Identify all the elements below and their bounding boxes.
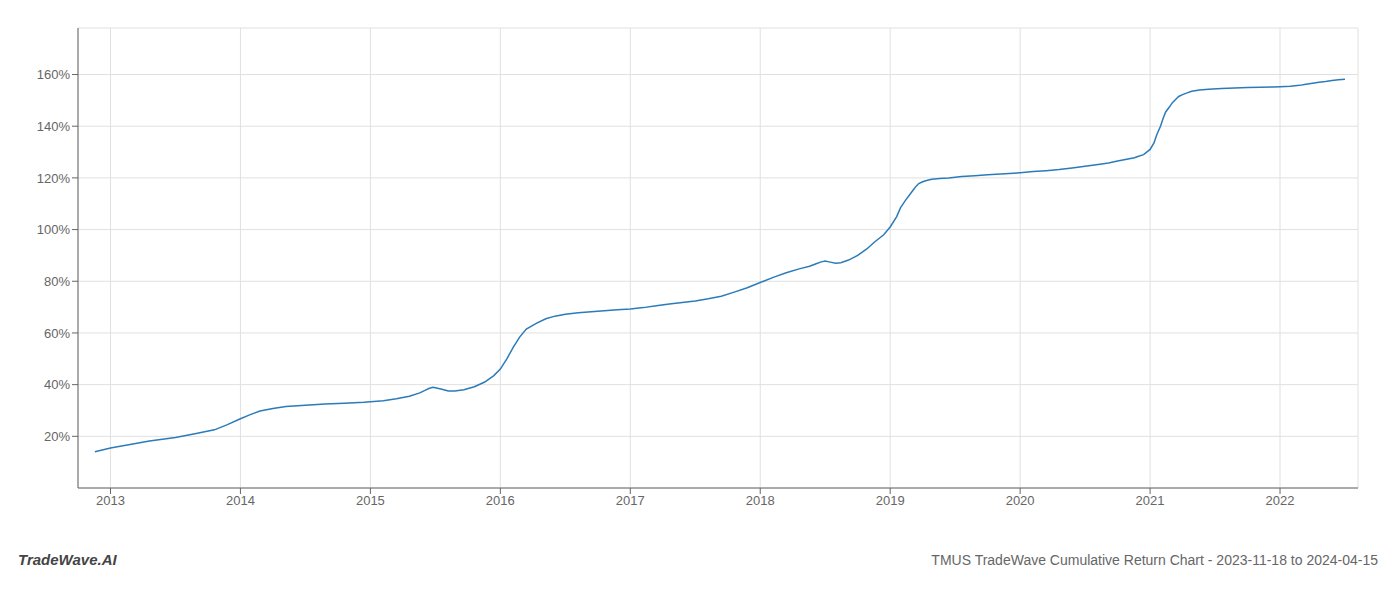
html-text:TradeWave.AI: TradeWave.AI: [18, 551, 117, 568]
html-text:TMUS TradeWave Cumulative Retu: TMUS TradeWave Cumulative Return Chart -…: [931, 552, 1378, 568]
svg-text:2014: 2014: [226, 493, 255, 508]
svg-text:40%: 40%: [44, 377, 70, 392]
svg-text:2019: 2019: [876, 493, 905, 508]
svg-text:100%: 100%: [37, 222, 71, 237]
svg-text:2022: 2022: [1266, 493, 1295, 508]
svg-text:2020: 2020: [1006, 493, 1035, 508]
svg-text:120%: 120%: [37, 171, 71, 186]
svg-text:80%: 80%: [44, 274, 70, 289]
svg-text:2016: 2016: [486, 493, 515, 508]
svg-text:140%: 140%: [37, 119, 71, 134]
svg-text:20%: 20%: [44, 429, 70, 444]
svg-text:60%: 60%: [44, 326, 70, 341]
svg-text:2017: 2017: [616, 493, 645, 508]
svg-text:2018: 2018: [746, 493, 775, 508]
svg-text:2021: 2021: [1136, 493, 1165, 508]
svg-text:160%: 160%: [37, 67, 71, 82]
svg-text:2013: 2013: [96, 493, 125, 508]
svg-text:2015: 2015: [356, 493, 385, 508]
